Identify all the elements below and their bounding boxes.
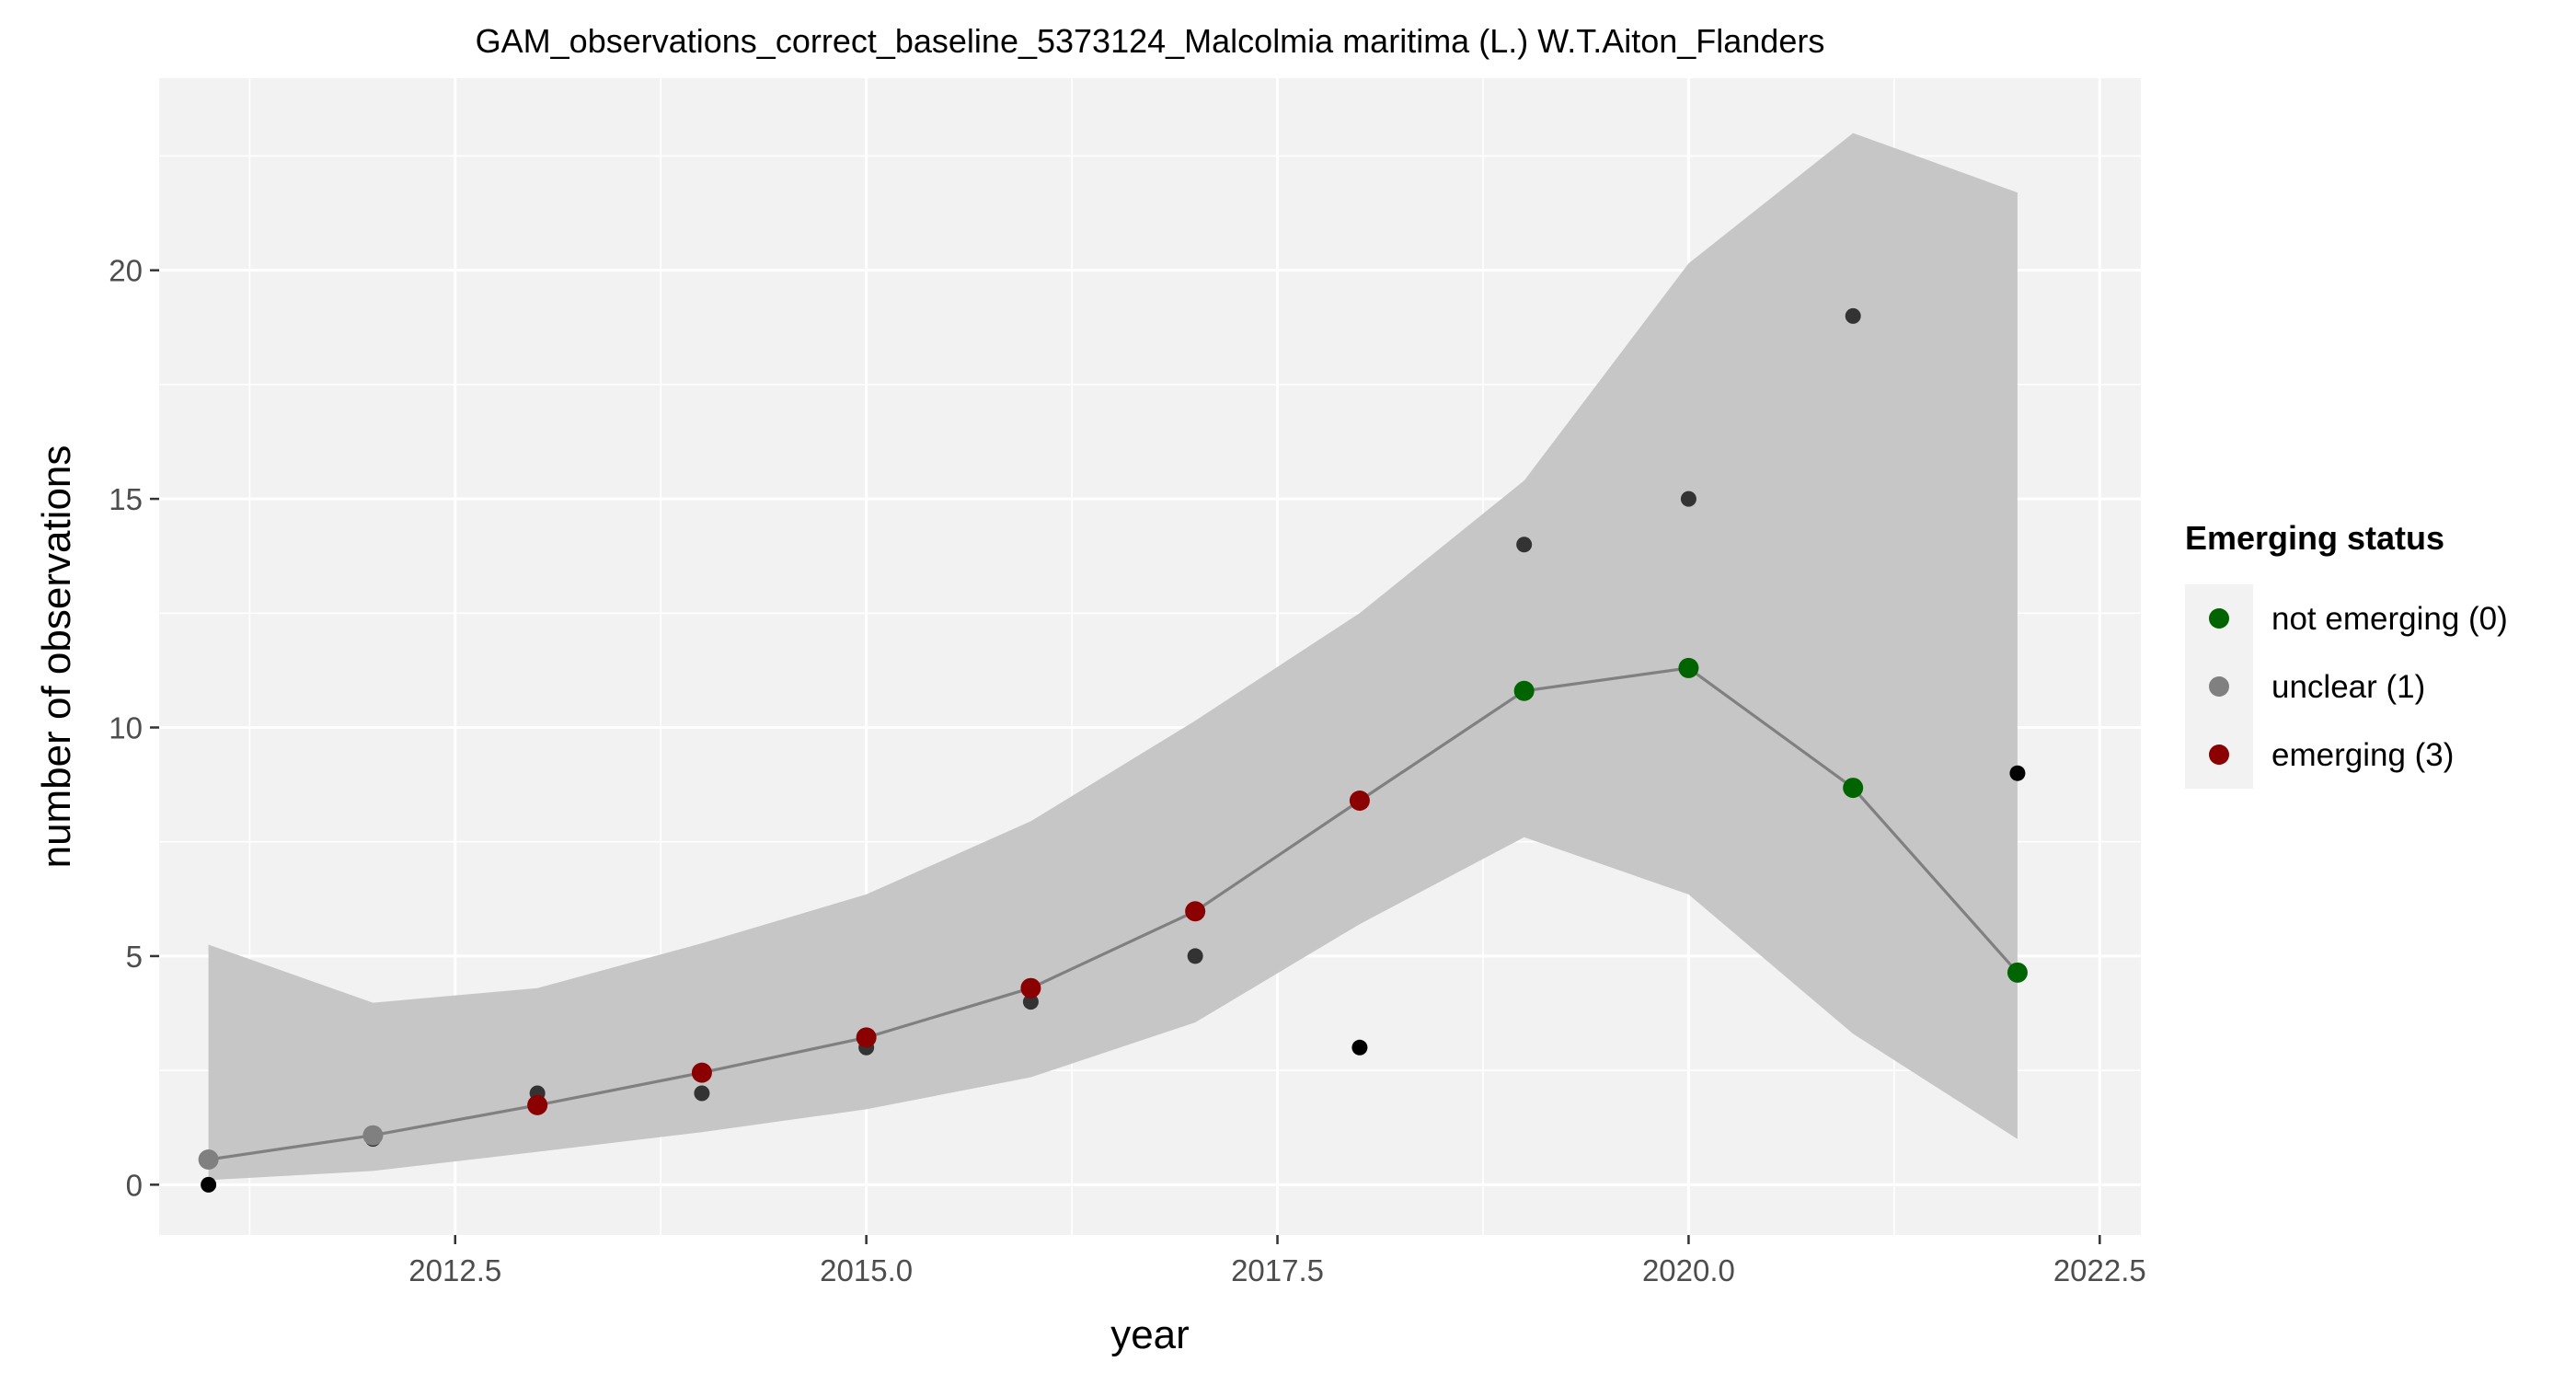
y-tick-label: 15 [109, 482, 143, 516]
legend-label: not emerging (0) [2271, 601, 2508, 637]
observed-point [1516, 537, 1533, 553]
fit-point [362, 1125, 384, 1146]
y-tick-label: 0 [126, 1168, 143, 1202]
legend-swatch [2209, 608, 2229, 629]
fit-point [1513, 680, 1535, 701]
fit-point [2007, 962, 2028, 983]
fit-point [691, 1062, 712, 1083]
legend-swatch [2209, 676, 2229, 697]
observed-point [2009, 765, 2026, 781]
chart-title: GAM_observations_correct_baseline_537312… [476, 22, 1825, 60]
observed-point [1187, 948, 1203, 964]
observed-point [1845, 307, 1861, 324]
y-tick-label: 20 [109, 254, 143, 288]
y-axis-label: number of observations [34, 445, 79, 869]
fit-point [527, 1094, 548, 1115]
legend-label: unclear (1) [2271, 669, 2425, 705]
legend-swatch [2209, 744, 2229, 765]
fit-point [1843, 778, 1864, 799]
x-tick-label: 2012.5 [408, 1253, 501, 1287]
fit-point [1185, 901, 1206, 922]
x-tick-label: 2015.0 [820, 1253, 913, 1287]
x-tick-label: 2020.0 [1642, 1253, 1735, 1287]
x-axis-label: year [1110, 1312, 1190, 1357]
fit-point [1020, 977, 1041, 998]
legend-title: Emerging status [2185, 519, 2444, 557]
fit-point [198, 1149, 219, 1171]
fit-line [208, 666, 2019, 1161]
legend-label: emerging (3) [2271, 737, 2454, 773]
fit-point [1349, 791, 1370, 812]
x-tick-label: 2022.5 [2053, 1253, 2146, 1287]
fit-point [1678, 657, 1699, 678]
observed-point [1022, 994, 1039, 1010]
y-tick-label: 10 [109, 711, 143, 745]
y-tick-label: 5 [126, 940, 143, 974]
observed-point [201, 1176, 217, 1193]
fit-point [856, 1027, 877, 1048]
observed-point [1351, 1039, 1368, 1056]
x-tick-label: 2017.5 [1231, 1253, 1324, 1287]
confidence-ribbon [208, 133, 2018, 1181]
observed-point [1680, 491, 1696, 507]
observed-point [694, 1085, 710, 1102]
